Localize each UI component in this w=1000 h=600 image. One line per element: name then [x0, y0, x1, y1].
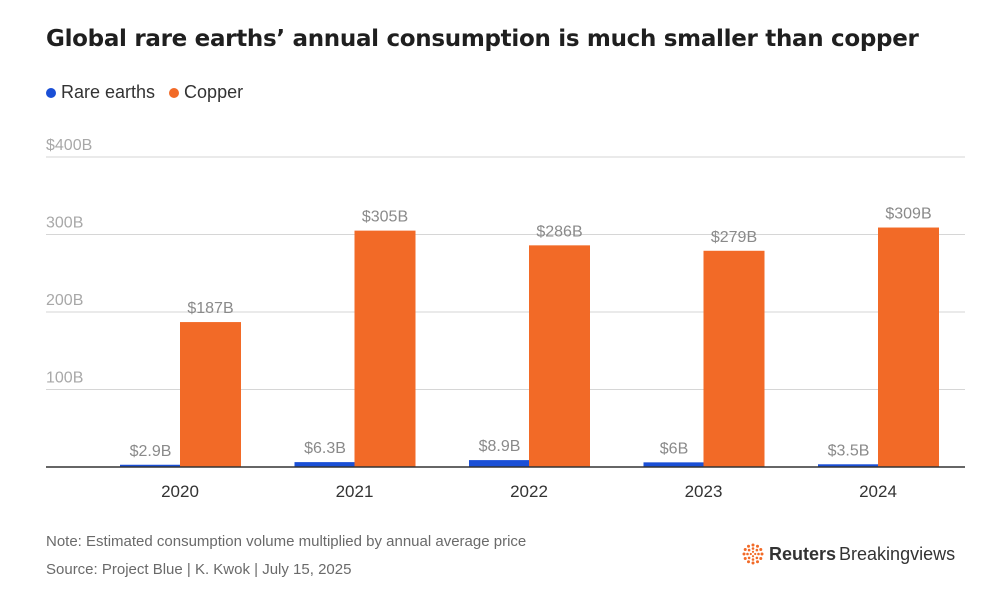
data-label: $6B — [660, 440, 688, 457]
reuters-logo-icon — [742, 543, 764, 565]
bar-copper — [703, 250, 765, 467]
legend-item-rare-earths: Rare earths — [46, 82, 155, 103]
x-tick-label: 2021 — [336, 482, 374, 501]
legend-marker-rare-earths — [46, 87, 56, 98]
bar-rare-earths — [818, 464, 879, 467]
bar-rare-earths — [643, 462, 705, 467]
data-label: $2.9B — [130, 443, 172, 460]
legend: Rare earths Copper — [46, 82, 257, 103]
bar-copper — [529, 245, 590, 467]
y-tick-label: $400B — [46, 137, 92, 154]
chart-title: Global rare earths’ annual consumption i… — [46, 26, 919, 52]
bar-rare-earths — [120, 464, 181, 467]
chart-source: Source: Project Blue | K. Kwok | July 15… — [46, 561, 352, 578]
data-label: $3.5B — [828, 442, 870, 459]
bar-rare-earths — [294, 462, 356, 467]
data-label: $286B — [536, 223, 582, 240]
bar-rare-earths — [469, 460, 530, 467]
data-label: $187B — [187, 300, 233, 317]
x-tick-label: 2023 — [685, 482, 723, 501]
bar-copper — [878, 227, 939, 467]
bar-copper — [180, 322, 241, 467]
data-label: $279B — [711, 229, 757, 246]
legend-label-copper: Copper — [184, 82, 244, 102]
chart-note: Note: Estimated consumption volume multi… — [46, 533, 527, 550]
data-label: $8.9B — [479, 438, 521, 455]
bar-copper — [354, 230, 416, 467]
x-tick-label: 2024 — [859, 482, 897, 501]
x-tick-label: 2020 — [161, 482, 199, 501]
legend-label-rare-earths: Rare earths — [61, 82, 156, 102]
x-tick-label: 2022 — [510, 482, 548, 501]
y-tick-label: 200B — [46, 292, 83, 309]
y-tick-label: 300B — [46, 215, 83, 232]
logo-brand: Reuters — [769, 543, 837, 564]
reuters-breakingviews-logo: Reuters Breakingviews — [742, 543, 955, 565]
legend-item-copper: Copper — [169, 82, 243, 103]
y-tick-label: 100B — [46, 370, 83, 387]
data-label: $309B — [885, 206, 931, 223]
data-label: $305B — [362, 209, 408, 226]
logo-product: Breakingviews — [839, 543, 956, 564]
data-label: $6.3B — [304, 440, 346, 457]
legend-marker-copper — [169, 87, 180, 98]
